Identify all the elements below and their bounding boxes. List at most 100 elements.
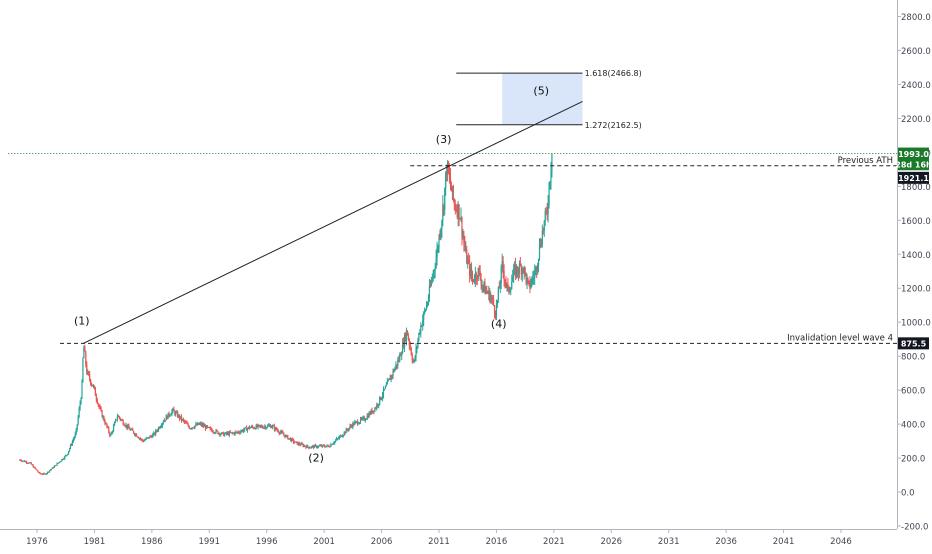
candle-body — [163, 420, 165, 422]
candle-body — [521, 268, 523, 275]
candle-body — [59, 461, 61, 463]
candle-body — [463, 236, 465, 244]
candle-body — [362, 417, 364, 419]
candle-body — [443, 205, 445, 210]
candle-body — [55, 465, 57, 467]
candle-body — [411, 354, 413, 361]
candle-body — [88, 371, 90, 375]
candle-body — [273, 425, 275, 430]
candle-body — [164, 420, 166, 422]
candle-body — [392, 370, 394, 376]
candle-body — [450, 185, 453, 192]
candle-body — [259, 425, 261, 427]
candle-body — [155, 430, 157, 435]
wave-label: (2) — [308, 451, 324, 464]
candle-body — [308, 447, 310, 449]
candle-body — [474, 272, 476, 282]
candle-body — [447, 162, 449, 175]
x-tick-label: 2031 — [658, 537, 680, 547]
candle-body — [326, 445, 328, 447]
candle-body — [271, 425, 274, 427]
candle-body — [197, 423, 199, 426]
candle-body — [356, 421, 358, 423]
candle-body — [500, 266, 502, 284]
candle-body — [366, 415, 368, 419]
x-tick-label: 1976 — [26, 537, 48, 547]
candle-body — [77, 416, 79, 425]
candle-body — [82, 358, 84, 382]
candle-body — [544, 211, 546, 221]
candle-body — [304, 445, 306, 447]
candle-body — [309, 447, 311, 449]
candle-body — [150, 435, 152, 437]
candle-body — [47, 471, 50, 473]
candle-body — [285, 435, 287, 438]
candle-body — [282, 432, 284, 435]
candle-body — [477, 267, 479, 279]
candle-body — [286, 435, 288, 437]
candle-body — [461, 217, 463, 237]
candle-body — [517, 272, 520, 274]
candle-body — [471, 276, 474, 280]
y-tick-label: 1400.0 — [901, 251, 931, 261]
candle-body — [320, 445, 322, 447]
candle-body — [87, 371, 89, 374]
candle-body — [436, 248, 438, 258]
candle-body — [274, 427, 276, 430]
candle-body — [538, 244, 541, 259]
y-tick-label: 0.0 — [901, 489, 915, 499]
candle-body — [27, 462, 29, 464]
candle-body — [106, 423, 108, 427]
candle-body — [317, 445, 319, 448]
x-tick-label: 2001 — [313, 537, 335, 547]
candle-body — [485, 290, 487, 294]
candle-body — [162, 421, 164, 424]
candle-body — [64, 456, 66, 459]
candle-body — [40, 473, 42, 475]
candle-body — [437, 247, 439, 249]
candle-body — [419, 332, 421, 334]
candle-body — [374, 408, 376, 412]
candle-body — [249, 427, 252, 429]
candle-body — [233, 432, 235, 435]
candle-body — [528, 280, 530, 282]
candle-body — [330, 444, 332, 447]
candle-body — [380, 396, 382, 400]
candle-body — [489, 290, 491, 302]
candle-body — [537, 258, 540, 266]
candle-body — [495, 305, 498, 317]
candle-body — [376, 404, 378, 409]
candle-body — [117, 416, 119, 418]
candle-body — [198, 423, 200, 425]
candle-body — [58, 462, 60, 464]
candle-body — [73, 437, 75, 440]
candle-body — [493, 305, 496, 313]
candle-body — [513, 268, 515, 278]
candle-body — [375, 408, 377, 410]
candle-body — [501, 260, 503, 267]
candle-body — [172, 408, 174, 411]
candle-body — [19, 459, 21, 461]
candle-body — [464, 243, 466, 250]
candle-body — [459, 218, 461, 220]
candle-body — [199, 423, 201, 425]
candle-body — [183, 420, 185, 422]
candle-body — [232, 432, 234, 434]
candle-body — [479, 271, 481, 279]
candle-body — [527, 278, 529, 281]
candle-body — [310, 447, 312, 449]
candle-body — [65, 455, 67, 457]
candle-body — [305, 446, 307, 448]
candle-body — [276, 429, 278, 431]
candle-body — [229, 431, 231, 433]
candle-body — [399, 354, 401, 361]
candle-body — [238, 431, 240, 433]
candle-body — [483, 282, 485, 287]
candle-body — [208, 426, 210, 429]
candle-body — [200, 423, 202, 425]
candle-body — [522, 268, 524, 273]
candle-body — [32, 465, 34, 468]
candle-body — [434, 267, 436, 271]
candle-body — [230, 432, 232, 434]
